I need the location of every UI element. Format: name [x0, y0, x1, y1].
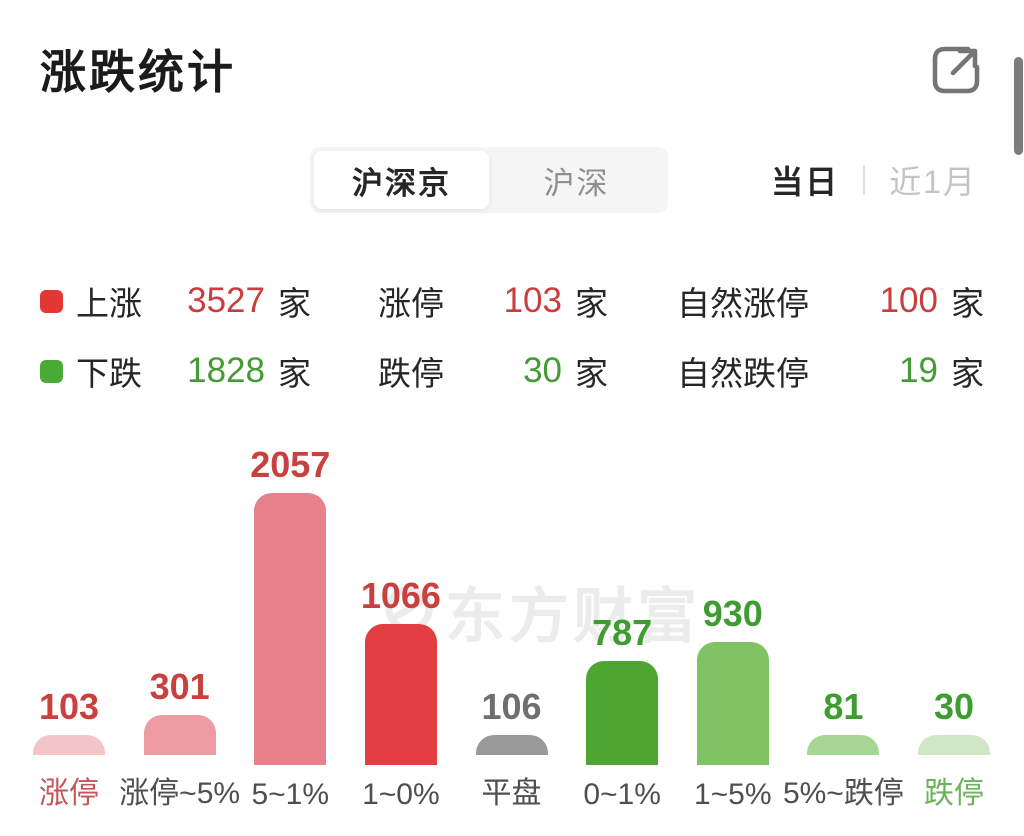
natural-limit-down-label: 自然跌停	[677, 355, 809, 392]
bar-value-label: 30	[933, 686, 975, 727]
natural-limit-down-unit: 家	[951, 355, 984, 392]
bar-chart: 103 涨停 301 涨停~5% 2057 5~1% 1066 1~0% 106 平盘 787 0~1…	[33, 444, 990, 812]
bar	[364, 624, 437, 765]
bar-category-label: 5%~跌停	[782, 777, 904, 810]
natural-limit-down-count: 19	[899, 351, 938, 390]
advancers-count: 3527	[187, 281, 265, 320]
bar-category-label: 1~5%	[693, 778, 772, 811]
advancers-label: 上涨	[76, 285, 142, 322]
bar-column: 2057 5~1%	[250, 444, 330, 812]
decliners-count: 1828	[187, 351, 265, 390]
bar-category-label: 跌停	[924, 777, 984, 810]
limit-down-label: 跌停	[378, 355, 444, 392]
bar-column: 787 0~1%	[583, 612, 661, 812]
bar-value-label: 2057	[250, 444, 331, 485]
bar-category-label: 涨停	[39, 777, 99, 810]
period-tab-group: 当日 近1月	[771, 147, 977, 213]
bar-column: 30 跌停	[918, 686, 990, 812]
bar-column: 81 5%~跌停	[783, 686, 904, 812]
bar	[918, 735, 990, 755]
market-tab-group: 沪深京 沪深	[310, 147, 668, 213]
limit-up-count: 103	[503, 281, 562, 320]
bar-value-label: 787	[592, 612, 653, 653]
tab-period-today[interactable]: 当日	[771, 164, 840, 200]
bar-column: 301 涨停~5%	[119, 666, 240, 812]
bar-value-label: 1066	[360, 575, 441, 616]
decliners-row: 下跌 1828 家 跌停 30 家 自然跌停 19 家	[40, 347, 988, 393]
tab-label: 沪深	[543, 165, 610, 201]
bar-column: 106 平盘	[475, 686, 548, 812]
limit-down-unit: 家	[575, 355, 608, 392]
natural-limit-up-count: 100	[879, 281, 938, 320]
bar-value-label: 106	[481, 686, 542, 727]
bar-column: 103 涨停	[33, 686, 105, 812]
bar	[143, 715, 216, 755]
bar	[33, 735, 105, 755]
external-link-button[interactable]	[926, 38, 988, 100]
bar-category-label: 涨停~5%	[119, 777, 241, 810]
decliners-legend-square	[40, 359, 63, 383]
summary-stats: 上涨 3527 家 涨停 103 家 自然涨停 100 家 下跌 1828 家 …	[40, 277, 988, 417]
tab-label: 沪深京	[352, 165, 451, 201]
advancers-legend-square	[40, 289, 63, 313]
page-title: 涨跌统计	[40, 46, 236, 98]
advancers-unit: 家	[278, 285, 311, 322]
bar-value-label: 81	[823, 686, 864, 727]
bar	[586, 661, 659, 765]
bar-value-label: 103	[38, 686, 100, 727]
limit-up-label: 涨停	[378, 285, 444, 322]
vertical-scrollbar-thumb[interactable]	[1014, 57, 1023, 155]
bar	[807, 735, 880, 755]
bar-value-label: 301	[149, 666, 210, 707]
limit-up-unit: 家	[575, 285, 608, 322]
tab-market-hushenjing[interactable]: 沪深京	[314, 151, 489, 209]
decliners-label: 下跌	[76, 355, 142, 392]
bar	[254, 493, 327, 765]
bar-category-label: 0~1%	[583, 778, 661, 811]
bar-category-label: 5~1%	[251, 778, 330, 811]
bar-column: 1066 1~0%	[361, 575, 441, 812]
bar-column: 930 1~5%	[693, 593, 772, 812]
bar	[696, 642, 769, 765]
external-link-icon	[926, 46, 988, 103]
bar-category-label: 平盘	[481, 777, 542, 810]
limit-down-count: 30	[523, 351, 562, 390]
natural-limit-up-unit: 家	[951, 285, 984, 322]
period-divider	[863, 165, 866, 195]
bar-value-label: 930	[702, 593, 763, 634]
bar-category-label: 1~0%	[362, 778, 440, 811]
tab-period-1month[interactable]: 近1月	[889, 164, 977, 200]
advancers-row: 上涨 3527 家 涨停 103 家 自然涨停 100 家	[40, 277, 988, 323]
tab-market-hushen[interactable]: 沪深	[489, 151, 664, 209]
natural-limit-up-label: 自然涨停	[677, 285, 809, 322]
decliners-unit: 家	[278, 355, 311, 392]
bar	[475, 735, 548, 755]
